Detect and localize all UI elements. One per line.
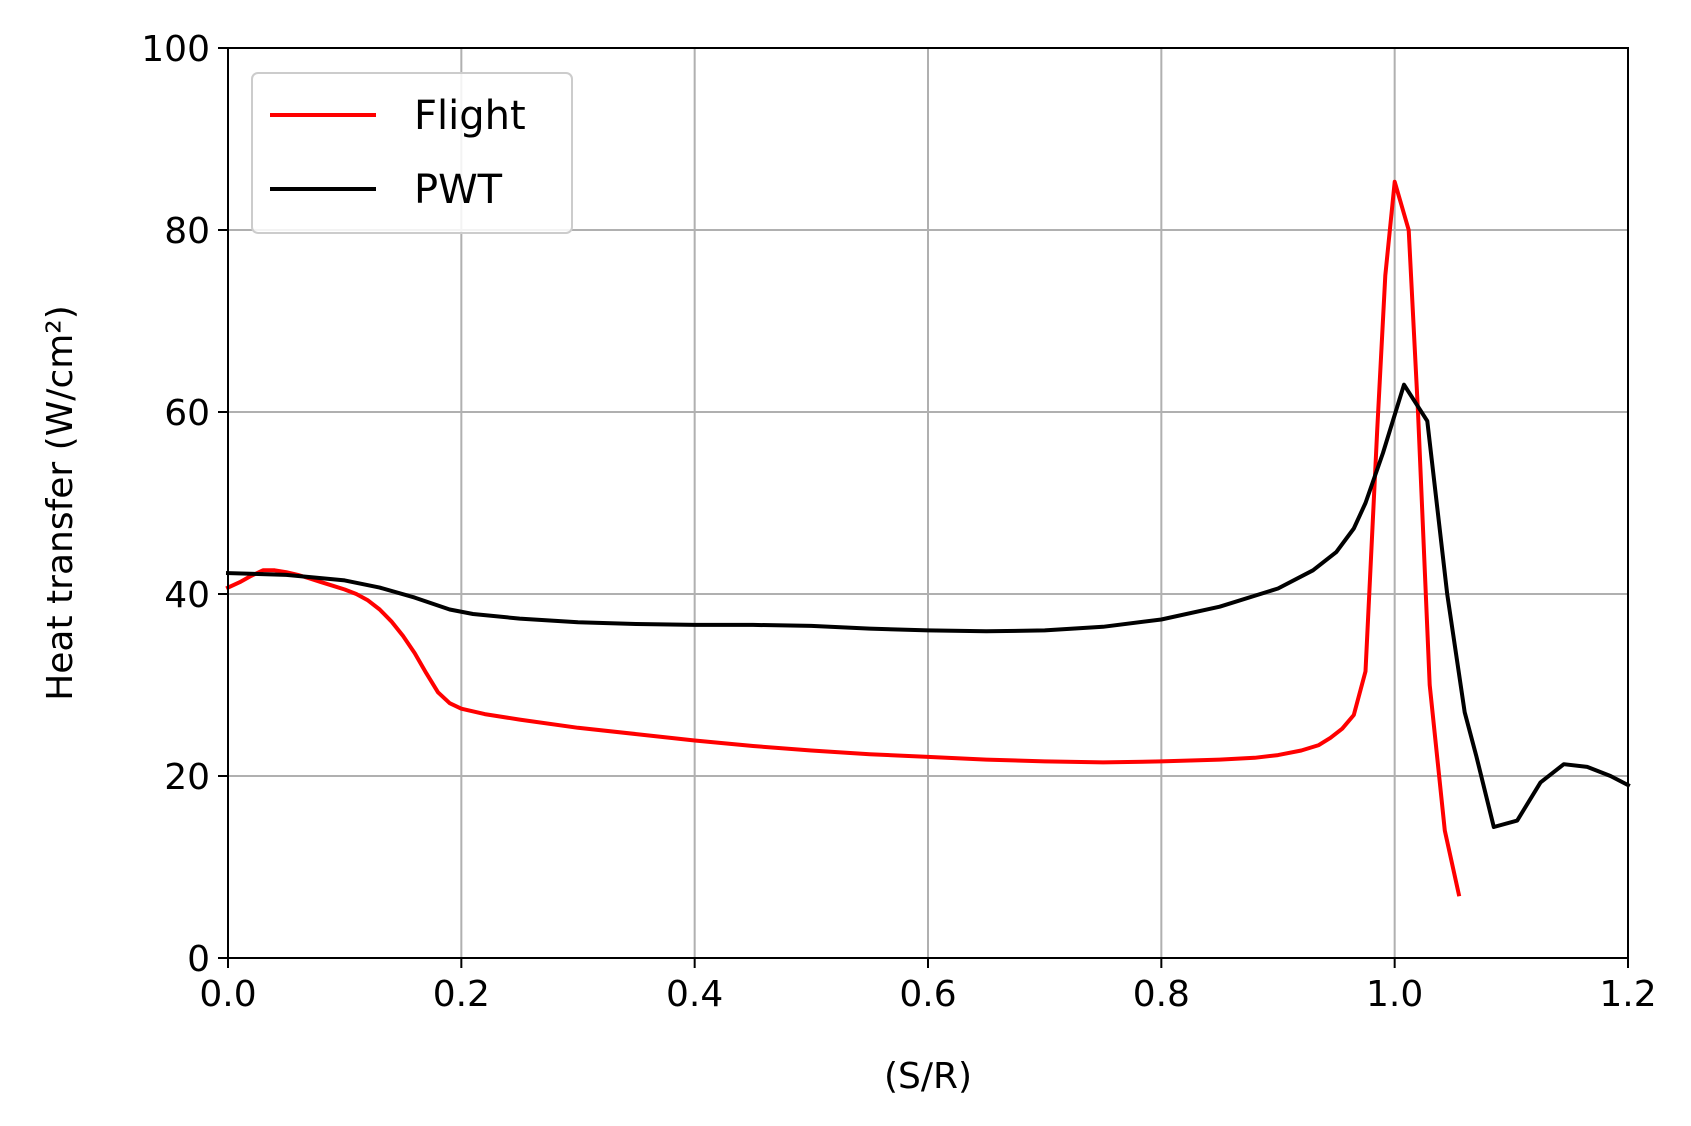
x-tick-label: 0.4 xyxy=(666,974,723,1015)
x-tick-label: 0.6 xyxy=(899,974,956,1015)
x-tick-label: 0.8 xyxy=(1133,974,1190,1015)
series-line-pwt xyxy=(225,382,1631,829)
y-tick-label: 80 xyxy=(164,211,210,252)
x-tick-label: 1.2 xyxy=(1599,974,1656,1015)
y-tick-label: 60 xyxy=(164,393,210,434)
y-tick-label: 0 xyxy=(187,939,210,980)
y-tick-label: 100 xyxy=(141,29,210,70)
x-tick-label: 0.2 xyxy=(433,974,490,1015)
legend-label-pwt: PWT xyxy=(414,167,503,213)
y-axis-title: Heat transfer (W/cm²) xyxy=(40,305,81,701)
y-tick-label: 40 xyxy=(164,575,210,616)
x-tick-label: 0.0 xyxy=(199,974,256,1015)
ticks: 0.0 0.2 0.4 0.6 0.8 1.0 1.2 0 20 40 60 80 100 xyxy=(141,29,1656,1015)
x-axis-title: (S/R) xyxy=(884,1056,972,1097)
x-tick-label: 1.0 xyxy=(1366,974,1423,1015)
legend-label-flight: Flight xyxy=(414,93,526,139)
series-line-flight xyxy=(225,179,1462,897)
legend: Flight PWT xyxy=(251,72,573,234)
series-lines xyxy=(225,179,1631,897)
y-tick-label: 20 xyxy=(164,757,210,798)
